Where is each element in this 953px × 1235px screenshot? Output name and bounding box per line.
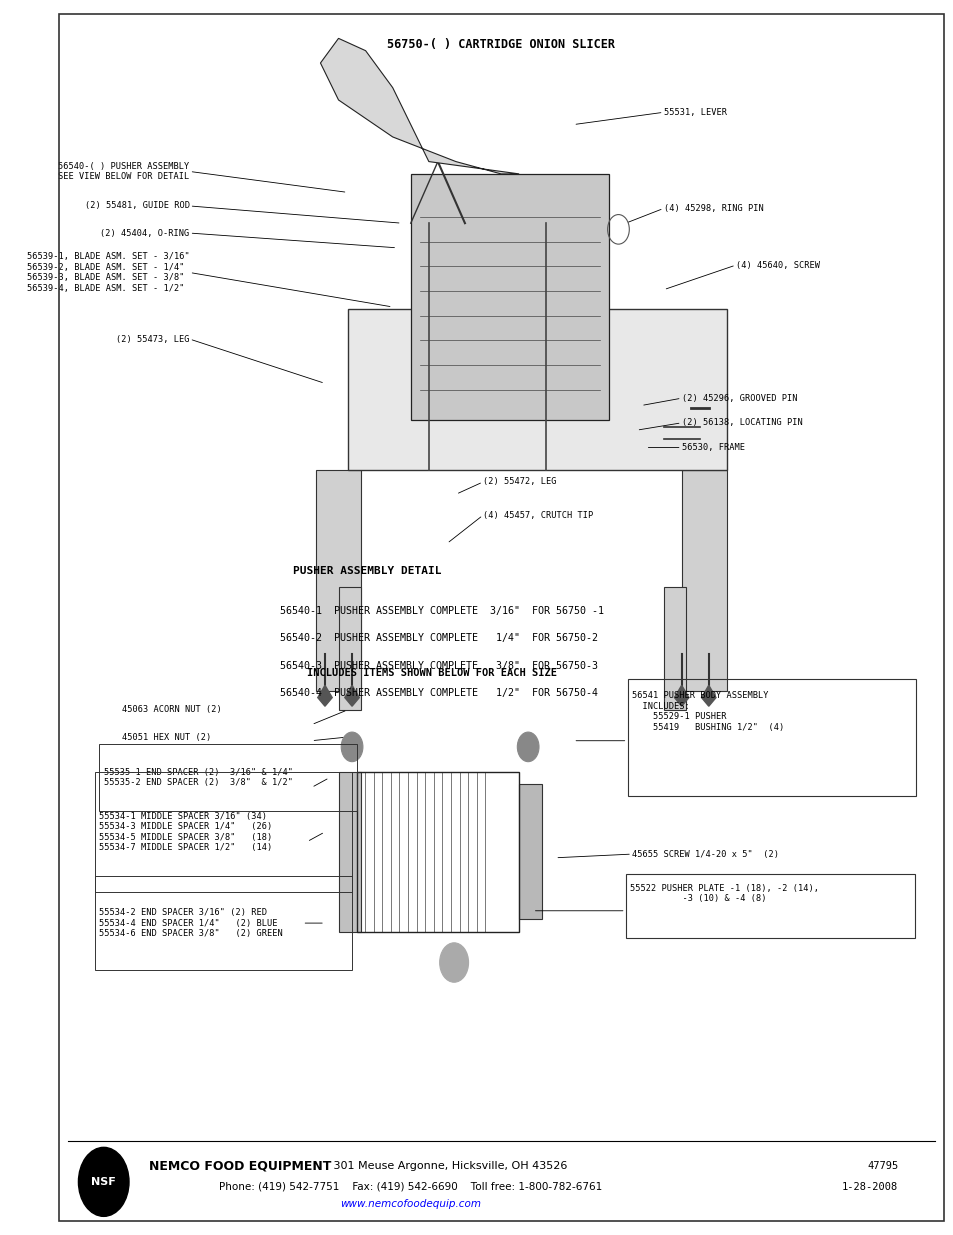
Text: PUSHER ASSEMBLY DETAIL: PUSHER ASSEMBLY DETAIL xyxy=(294,566,441,576)
Bar xyxy=(663,587,685,710)
Text: 56540-1  PUSHER ASSEMBLY COMPLETE  3/16"  FOR 56750 -1: 56540-1 PUSHER ASSEMBLY COMPLETE 3/16" F… xyxy=(279,606,603,616)
Text: 45051 HEX NUT (2): 45051 HEX NUT (2) xyxy=(122,732,211,741)
Text: www.nemcofoodequip.com: www.nemcofoodequip.com xyxy=(340,1199,480,1209)
Text: 56541 PUSHER BODY ASSEMBLY
  INCLUDES:
    55529-1 PUSHER
    55419   BUSHING 1/: 56541 PUSHER BODY ASSEMBLY INCLUDES: 555… xyxy=(631,692,783,731)
Text: 45655 SCREW 1/4-20 x 5"  (2): 45655 SCREW 1/4-20 x 5" (2) xyxy=(631,850,779,858)
Text: 55534-2 END SPACER 3/16" (2) RED
55534-4 END SPACER 1/4"   (2) BLUE
55534-6 END : 55534-2 END SPACER 3/16" (2) RED 55534-4… xyxy=(99,908,283,939)
Bar xyxy=(338,772,361,931)
Polygon shape xyxy=(700,685,716,706)
Text: (2) 55481, GUIDE ROD: (2) 55481, GUIDE ROD xyxy=(85,201,190,210)
Bar xyxy=(315,469,361,692)
Polygon shape xyxy=(317,685,332,706)
Text: 56539-1, BLADE ASM. SET - 3/16"
56539-2, BLADE ASM. SET - 1/4"
56539-3, BLADE AS: 56539-1, BLADE ASM. SET - 3/16" 56539-2,… xyxy=(27,252,190,293)
Text: 55531, LEVER: 55531, LEVER xyxy=(663,107,726,117)
Text: 55522 PUSHER PLATE -1 (18), -2 (14),
          -3 (10) & -4 (8): 55522 PUSHER PLATE -1 (18), -2 (14), -3 … xyxy=(630,884,819,903)
Text: (2) 45404, O-RING: (2) 45404, O-RING xyxy=(100,228,190,237)
Text: 56540-4  PUSHER ASSEMBLY COMPLETE   1/2"  FOR 56750-4: 56540-4 PUSHER ASSEMBLY COMPLETE 1/2" FO… xyxy=(279,688,598,698)
Text: 301 Meuse Argonne, Hicksville, OH 43526: 301 Meuse Argonne, Hicksville, OH 43526 xyxy=(315,1161,567,1171)
Text: 55535-1 END SPACER (2)  3/16" & 1/4"
55535-2 END SPACER (2)  3/8"  & 1/2": 55535-1 END SPACER (2) 3/16" & 1/4" 5553… xyxy=(104,768,293,788)
Text: 56530, FRAME: 56530, FRAME xyxy=(681,443,744,452)
Text: (4) 45457, CRUTCH TIP: (4) 45457, CRUTCH TIP xyxy=(482,511,593,520)
Bar xyxy=(518,784,541,919)
Text: 56540-2  PUSHER ASSEMBLY COMPLETE   1/4"  FOR 56750-2: 56540-2 PUSHER ASSEMBLY COMPLETE 1/4" FO… xyxy=(279,634,598,643)
Text: 56540-( ) PUSHER ASSEMBLY
SEE VIEW BELOW FOR DETAIL: 56540-( ) PUSHER ASSEMBLY SEE VIEW BELOW… xyxy=(58,162,190,182)
Polygon shape xyxy=(674,685,688,706)
Text: (2) 55473, LEG: (2) 55473, LEG xyxy=(116,335,190,343)
Polygon shape xyxy=(320,38,518,174)
Text: 56750-( ) CARTRIDGE ONION SLICER: 56750-( ) CARTRIDGE ONION SLICER xyxy=(387,38,615,51)
Bar xyxy=(681,469,726,692)
Text: 55534-1 MIDDLE SPACER 3/16" (34)
55534-3 MIDDLE SPACER 1/4"   (26)
55534-5 MIDDL: 55534-1 MIDDLE SPACER 3/16" (34) 55534-3… xyxy=(99,811,273,852)
Text: 47795: 47795 xyxy=(866,1161,898,1171)
Text: 1-28-2008: 1-28-2008 xyxy=(841,1182,898,1192)
Bar xyxy=(356,772,518,931)
Text: (2) 45296, GROOVED PIN: (2) 45296, GROOVED PIN xyxy=(681,394,797,403)
Bar xyxy=(338,587,361,710)
Bar xyxy=(347,310,726,469)
Text: Phone: (419) 542-7751    Fax: (419) 542-6690    Toll free: 1-800-782-6761: Phone: (419) 542-7751 Fax: (419) 542-669… xyxy=(219,1182,601,1192)
Circle shape xyxy=(439,942,468,982)
Circle shape xyxy=(78,1147,129,1216)
Text: (2) 56138, LOCATING PIN: (2) 56138, LOCATING PIN xyxy=(681,419,801,427)
Text: (4) 45640, SCREW: (4) 45640, SCREW xyxy=(735,261,819,269)
Circle shape xyxy=(517,732,538,762)
Bar xyxy=(411,174,609,420)
Text: (2) 55472, LEG: (2) 55472, LEG xyxy=(482,478,556,487)
Text: (4) 45298, RING PIN: (4) 45298, RING PIN xyxy=(663,204,762,212)
Circle shape xyxy=(341,732,362,762)
Text: NEMCO FOOD EQUIPMENT: NEMCO FOOD EQUIPMENT xyxy=(149,1160,331,1172)
Text: NSF: NSF xyxy=(91,1177,116,1187)
Text: 56540-3  PUSHER ASSEMBLY COMPLETE   3/8"  FOR 56750-3: 56540-3 PUSHER ASSEMBLY COMPLETE 3/8" FO… xyxy=(279,661,598,671)
Text: 45063 ACORN NUT (2): 45063 ACORN NUT (2) xyxy=(122,705,221,714)
Text: INCLUDES ITEMS SHOWN BELOW FOR EACH SIZE: INCLUDES ITEMS SHOWN BELOW FOR EACH SIZE xyxy=(307,668,557,678)
Polygon shape xyxy=(344,685,359,706)
